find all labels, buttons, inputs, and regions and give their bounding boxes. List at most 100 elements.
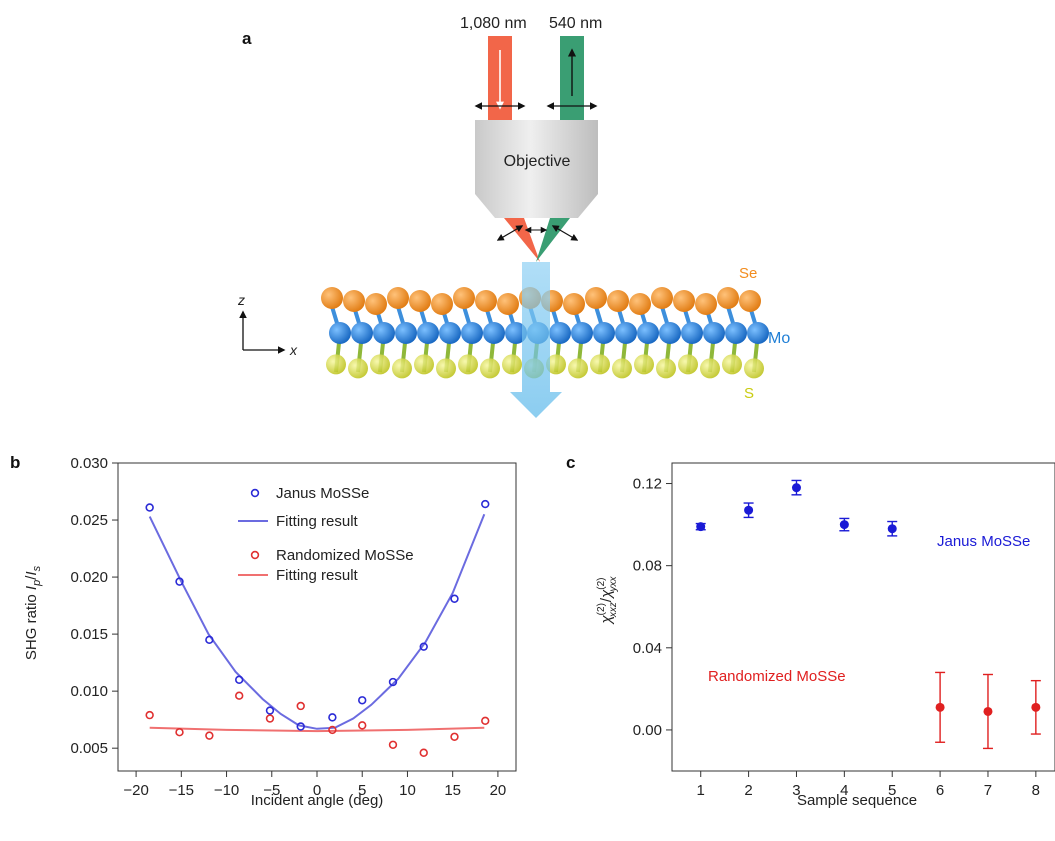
mo-atom	[571, 322, 593, 344]
chart-b-legend: Janus MoSSe Fitting result Randomized MoSS…	[238, 485, 414, 584]
data-point	[296, 722, 305, 731]
y-tick-label: 0.04	[633, 640, 662, 657]
mo-atom	[747, 322, 769, 344]
data-point	[235, 675, 244, 684]
se-atom	[497, 293, 519, 315]
fit-line	[149, 726, 485, 733]
series-label-randomized: Randomized MoSSe	[708, 668, 846, 685]
data-point	[175, 577, 184, 586]
se-atom	[343, 290, 365, 312]
x-tick-label: −10	[214, 782, 239, 799]
mo-atom	[637, 322, 659, 344]
x-tick-label: 2	[744, 782, 752, 799]
chart-b-frame	[117, 462, 517, 772]
chart-b-ticks: −20 −15 −10 −5 0 5 10 15 20 0.005 0.010 0.015 0.020 0…	[70, 455, 506, 799]
y-tick-label: 0.030	[70, 455, 108, 472]
focused-polarization-arrow-out	[551, 225, 579, 241]
s-atom	[326, 354, 346, 375]
chart-c-ylabel: χ(2)xxz/χ(2)yxx	[596, 575, 619, 625]
x-tick-label: 15	[444, 782, 461, 799]
se-atom	[739, 290, 761, 312]
legend-label: Fitting result	[276, 513, 359, 530]
chart-c-xlabel: Sample sequence	[797, 792, 917, 809]
panel-c-label: c	[566, 453, 575, 472]
data-point	[358, 721, 367, 730]
se-atom	[563, 293, 585, 315]
chart-b-ylabel: SHG ratio Ip/Is	[23, 565, 43, 660]
data-point	[1031, 702, 1041, 712]
atom-label-se: Se	[739, 265, 757, 282]
se-atom	[607, 290, 629, 312]
se-atom	[695, 293, 717, 315]
s-atom	[700, 358, 720, 379]
data-point	[388, 740, 398, 749]
atom-label-mo: Mo	[768, 330, 790, 347]
x-tick-label: 1	[697, 782, 705, 799]
y-tick-label: 0.010	[70, 683, 108, 700]
y-tick-label: 0.08	[633, 558, 662, 575]
data-point	[205, 731, 214, 740]
s-atom	[392, 358, 412, 379]
data-point	[328, 725, 337, 735]
data-point	[839, 520, 849, 530]
x-tick-label: 0	[313, 782, 321, 799]
data-point	[205, 635, 214, 645]
panel-a: a 1,080 nm 540 nm Objective Se Mo S z x	[237, 15, 790, 418]
data-point	[145, 503, 154, 512]
x-tick-label: 8	[1032, 782, 1040, 799]
legend-label: Janus MoSSe	[276, 485, 369, 502]
mo-atom	[439, 322, 461, 344]
se-atom	[651, 287, 673, 309]
mo-atom	[615, 322, 637, 344]
data-point	[265, 714, 275, 723]
data-point	[175, 728, 184, 737]
se-atom	[321, 287, 343, 309]
atom-label-s: S	[744, 385, 754, 402]
s-atom	[612, 358, 632, 379]
focused-polarization-arrow-in	[496, 225, 524, 241]
mo-atom	[593, 322, 615, 344]
x-tick-label: 4	[840, 782, 848, 799]
x-tick-label: 5	[888, 782, 896, 799]
shg-beam-down-arrow	[510, 262, 562, 418]
x-tick-label: −5	[263, 782, 280, 799]
objective-label: Objective	[504, 153, 571, 170]
beam-1080nm-label: 1,080 nm	[460, 15, 527, 32]
se-atom	[585, 287, 607, 309]
data-point	[983, 706, 993, 716]
se-atom	[717, 287, 739, 309]
data-point	[235, 691, 244, 700]
x-tick-label: 10	[399, 782, 416, 799]
data-point	[481, 716, 490, 726]
data-point	[744, 505, 754, 515]
data-point	[265, 706, 275, 715]
s-atom	[656, 358, 676, 379]
chart-b-xlabel: Incident angle (deg)	[251, 792, 384, 809]
data-point	[481, 499, 490, 509]
x-tick-label: 6	[936, 782, 944, 799]
legend-label: Fitting result	[276, 567, 359, 584]
s-atom	[502, 354, 522, 375]
z-axis-label: z	[237, 292, 245, 308]
y-tick-label: 0.00	[633, 722, 662, 739]
se-atom	[453, 287, 475, 309]
s-atom	[458, 354, 478, 375]
data-point	[791, 483, 801, 493]
series-label-janus: Janus MoSSe	[937, 533, 1030, 550]
s-atom	[480, 358, 500, 379]
s-atom	[436, 358, 456, 379]
data-point	[328, 713, 337, 722]
data-point	[358, 696, 367, 705]
s-atom	[634, 354, 654, 375]
chart-c-series	[695, 479, 1041, 750]
mo-atom	[461, 322, 483, 344]
chart-b-series	[145, 499, 490, 757]
s-atom	[370, 354, 390, 375]
mo-atom	[703, 322, 725, 344]
data-point	[296, 701, 305, 711]
panel-b-label: b	[10, 453, 20, 472]
x-tick-label: 5	[358, 782, 366, 799]
y-tick-label: 0.020	[70, 569, 108, 586]
mo-atom	[725, 322, 747, 344]
